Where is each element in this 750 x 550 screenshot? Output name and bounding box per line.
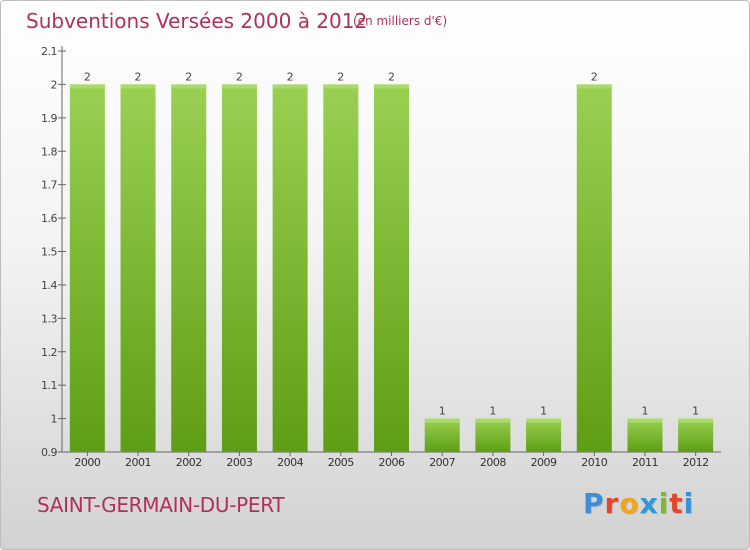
x-tick-label: 2000 — [74, 456, 100, 469]
y-tick-label: 1.4 — [41, 279, 57, 292]
bar-value-label: 2 — [135, 70, 142, 83]
bar — [576, 84, 612, 453]
bar — [475, 418, 511, 452]
bar — [323, 84, 359, 453]
bar — [120, 84, 156, 453]
x-tick-label: 2006 — [379, 456, 405, 469]
bar-value-label: 1 — [692, 405, 699, 418]
bar-value-label: 1 — [439, 405, 446, 418]
x-tick-label: 2009 — [531, 456, 557, 469]
y-tick-label: 0.9 — [41, 446, 57, 459]
bar-value-label: 2 — [84, 70, 91, 83]
x-tick-label: 2003 — [226, 456, 252, 469]
bar-value-label: 2 — [185, 70, 192, 83]
x-tick-label: 2001 — [125, 456, 151, 469]
bar — [221, 84, 257, 453]
bar-value-label: 2 — [287, 70, 294, 83]
bar-value-label: 2 — [236, 70, 243, 83]
x-tick-label: 2007 — [429, 456, 455, 469]
y-tick-label: 1.8 — [41, 145, 57, 158]
bar-top — [576, 84, 612, 89]
logo-letter: i — [683, 487, 695, 520]
y-tick-label: 1.2 — [41, 346, 57, 359]
x-tick-label: 2011 — [632, 456, 658, 469]
bar-top — [272, 84, 308, 89]
bar — [627, 418, 663, 452]
bar — [171, 84, 207, 453]
x-tick-label: 2010 — [581, 456, 607, 469]
bar-value-label: 2 — [337, 70, 344, 83]
bar-top — [424, 418, 460, 423]
bar — [272, 84, 308, 453]
bar-top — [374, 84, 409, 89]
bar-top — [627, 418, 663, 423]
logo-letter: x — [639, 487, 659, 520]
logo-letter: r — [604, 487, 620, 520]
logo-letter: i — [658, 487, 670, 520]
bar-top — [323, 84, 359, 89]
bar — [424, 418, 460, 452]
x-tick-label: 2004 — [277, 456, 303, 469]
y-tick-label: 2.1 — [41, 45, 57, 58]
logo-letter: t — [669, 487, 684, 520]
x-tick-label: 2012 — [683, 456, 709, 469]
y-tick-label: 1.6 — [41, 212, 57, 225]
bar-top — [526, 418, 562, 423]
y-tick-label: 1.1 — [41, 379, 57, 392]
bar — [526, 418, 562, 452]
x-tick-label: 2008 — [480, 456, 506, 469]
bar-top — [475, 418, 511, 423]
chart-unit: (en milliers d'€) — [353, 14, 448, 28]
y-tick-label: 1 — [51, 413, 58, 426]
chart-title: Subventions Versées 2000 à 2012 — [26, 9, 368, 33]
bar-top — [678, 418, 714, 423]
bar-value-label: 2 — [591, 70, 598, 83]
y-tick-label: 2 — [51, 78, 58, 91]
y-tick-label: 1.7 — [41, 179, 57, 192]
x-tick-label: 2005 — [328, 456, 354, 469]
bar-value-label: 1 — [540, 405, 547, 418]
bar-value-label: 2 — [388, 70, 395, 83]
y-tick-label: 1.9 — [41, 112, 57, 125]
bar-value-label: 1 — [641, 405, 648, 418]
bar — [374, 84, 409, 453]
bar — [678, 418, 714, 452]
logo-letter: o — [619, 487, 640, 520]
bar — [69, 84, 105, 453]
bar-top — [69, 84, 105, 89]
bar-top — [171, 84, 207, 89]
bar-top — [120, 84, 156, 89]
commune-name: SAINT-GERMAIN-DU-PERT — [37, 493, 285, 517]
proxiti-logo: Proxiti — [583, 487, 694, 520]
bar-top — [221, 84, 257, 89]
y-tick-label: 1.5 — [41, 246, 57, 259]
bar-value-label: 1 — [489, 405, 496, 418]
logo-letter: P — [583, 487, 605, 520]
x-tick-label: 2002 — [176, 456, 202, 469]
y-tick-label: 1.3 — [41, 312, 57, 325]
